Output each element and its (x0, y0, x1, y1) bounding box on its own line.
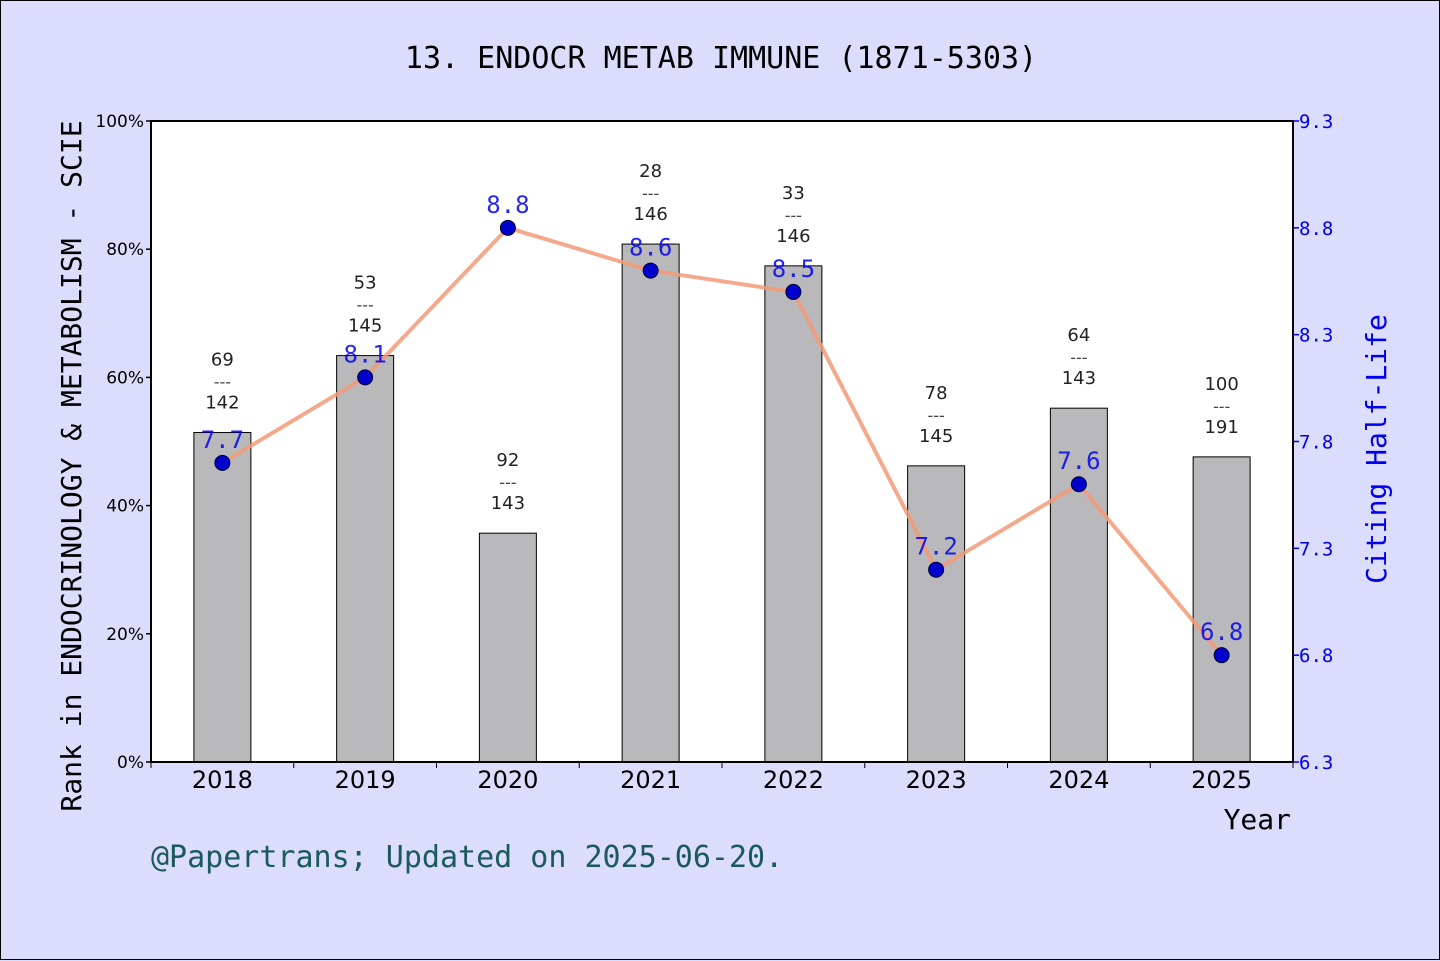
left-tick-label: 0% (117, 753, 144, 773)
bar-2018 (193, 432, 252, 763)
bar-2020 (478, 532, 537, 763)
bar-rank-label: 78 (925, 383, 948, 404)
half-life-label: 7.7 (201, 426, 244, 454)
half-life-label: 8.8 (486, 191, 529, 219)
x-tick-label: 2023 (906, 766, 967, 794)
bar-total-label: 142 (205, 393, 239, 414)
right-axis-title: Citing Half-Life (1360, 314, 1393, 584)
bar-rank-label: 64 (1067, 325, 1090, 346)
right-tick-label: 7.8 (1299, 432, 1333, 454)
right-tick-label: 9.3 (1299, 111, 1333, 133)
half-life-label: 7.2 (914, 533, 957, 561)
half-life-label: 8.1 (343, 340, 386, 368)
half-life-point-2022 (785, 283, 802, 300)
half-life-point-2025 (1213, 647, 1230, 664)
half-life-label: 8.5 (772, 255, 815, 283)
bar-separator-label: --- (1213, 397, 1230, 416)
bar-total-label: 191 (1204, 417, 1238, 438)
bar-separator-label: --- (214, 373, 231, 392)
x-tick-label: 2025 (1191, 766, 1252, 794)
half-life-point-2018 (214, 454, 231, 471)
x-tick-label: 2021 (620, 766, 681, 794)
x-tick-label: 2022 (763, 766, 824, 794)
left-tick-label: 100% (95, 112, 144, 132)
x-tick-label: 2020 (477, 766, 538, 794)
bar-2023 (907, 465, 966, 763)
bar-total-label: 145 (348, 316, 382, 337)
bar-total-label: 143 (1062, 368, 1096, 389)
bar-2021 (621, 243, 680, 763)
bar-separator-label: --- (499, 473, 516, 492)
half-life-point-2024 (1070, 476, 1087, 493)
bar-separator-label: --- (785, 206, 802, 225)
right-y-axis: 6.3 6.8 7.3 7.8 8.3 8.8 9.3 (1293, 111, 1333, 774)
half-life-point-2021 (642, 262, 659, 279)
bar-2019 (336, 355, 395, 763)
half-life-label: 6.8 (1200, 618, 1243, 646)
bar-rank-label: 33 (782, 183, 805, 204)
footer-credit: @Papertrans; Updated on 2025-06-20. (151, 840, 783, 875)
bar-total-label: 145 (919, 426, 953, 447)
right-tick-label: 7.3 (1299, 538, 1333, 560)
left-y-axis: 0% 20% 40% 60% 80% 100% (95, 112, 151, 773)
bar-rank-label: 28 (639, 161, 662, 182)
bar-2022 (764, 265, 823, 763)
bar-total-label: 146 (633, 204, 667, 225)
left-tick-label: 40% (106, 497, 144, 517)
bar-series (193, 243, 1251, 763)
half-life-point-2023 (928, 561, 945, 578)
x-axis-title: Year (1224, 803, 1291, 836)
half-life-label: 8.6 (629, 234, 672, 262)
x-tick-label: 2018 (192, 766, 253, 794)
bar-rank-labels: 69---14253---14592---14328---14633---146… (205, 161, 1239, 514)
x-tick-label: 2024 (1048, 766, 1109, 794)
bar-rank-label: 100 (1204, 374, 1238, 395)
plot-area (151, 121, 1293, 762)
half-life-label: 7.6 (1057, 447, 1100, 475)
left-axis-title: Rank in ENDOCRINOLOGY & METABOLISM - SCI… (55, 120, 88, 811)
bar-separator-label: --- (927, 406, 944, 425)
half-life-point-2019 (357, 369, 374, 386)
right-tick-label: 6.8 (1299, 645, 1333, 667)
bar-separator-label: --- (642, 184, 659, 203)
bar-2025 (1192, 456, 1251, 763)
bar-separator-label: --- (356, 296, 373, 315)
right-tick-label: 6.3 (1299, 752, 1333, 774)
bar-rank-label: 69 (211, 350, 234, 371)
half-life-point-2020 (499, 219, 516, 236)
x-axis: 2018 2019 2020 2021 2022 2023 2024 2025 (150, 762, 1294, 794)
left-tick-label: 60% (106, 368, 144, 388)
half-life-series: 7.7 8.1 8.8 8.6 8.5 7.2 7.6 6.8 (201, 191, 1243, 664)
right-tick-label: 8.8 (1299, 218, 1333, 240)
bar-rank-label: 53 (354, 273, 377, 294)
x-tick-label: 2019 (335, 766, 396, 794)
half-life-line (221, 225, 1224, 657)
left-tick-label: 80% (106, 240, 144, 260)
bar-rank-label: 92 (496, 450, 519, 471)
bar-total-label: 146 (776, 226, 810, 247)
chart-title: 13. ENDOCR METAB IMMUNE (1871-5303) (405, 41, 1037, 76)
left-tick-label: 20% (106, 625, 144, 645)
bar-separator-label: --- (1070, 348, 1087, 367)
bar-total-label: 143 (491, 493, 525, 514)
right-tick-label: 8.3 (1299, 325, 1333, 347)
